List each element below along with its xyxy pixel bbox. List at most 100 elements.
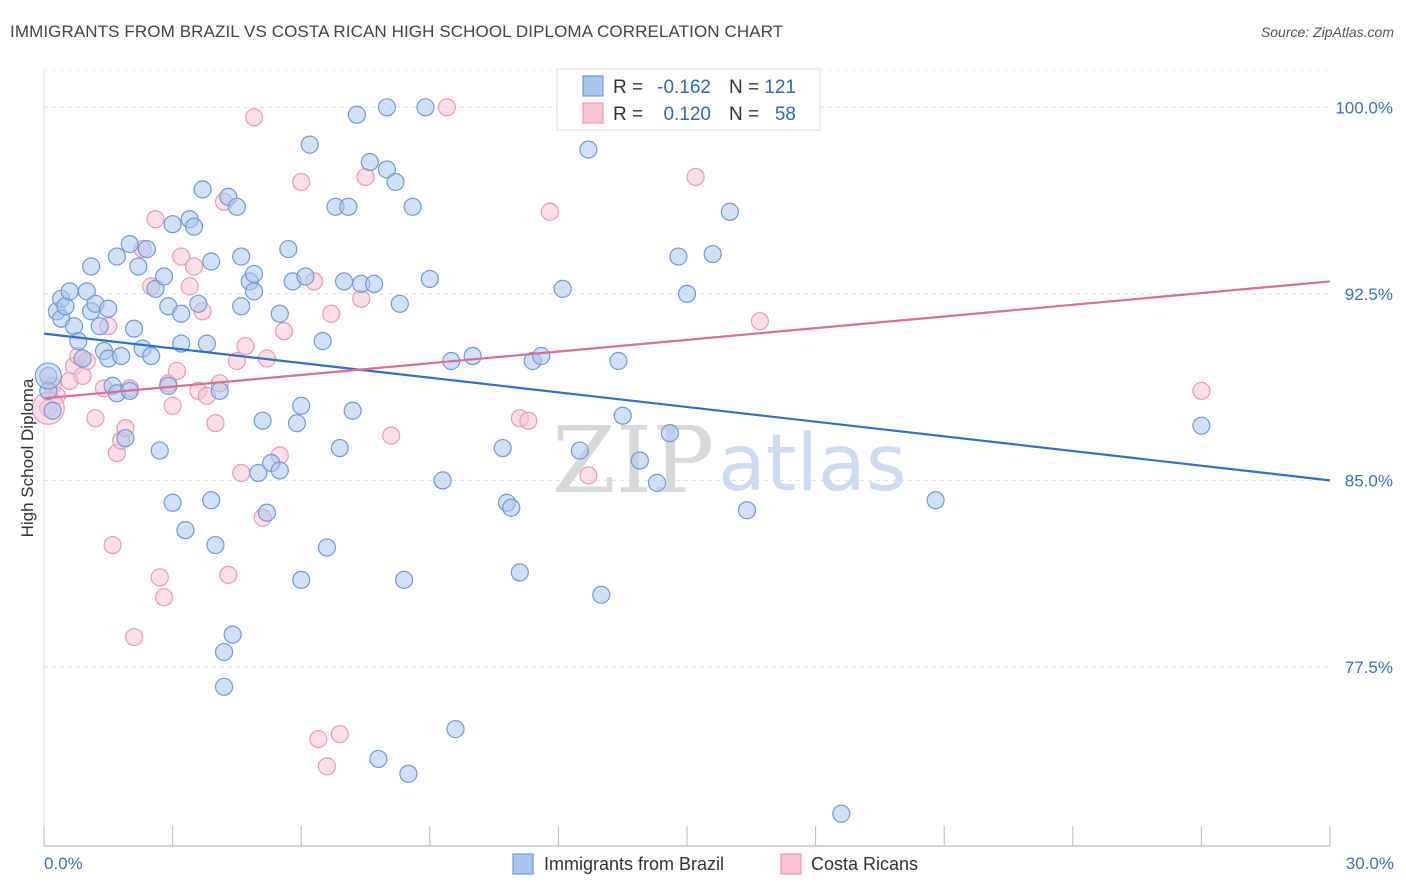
brazil-point [647, 473, 667, 492]
costa-ricans-point [540, 202, 559, 221]
x-tick-label-min: 0.0% [44, 854, 83, 873]
brazil-point [433, 471, 452, 490]
brazil-point [669, 247, 688, 266]
brazil-point [532, 346, 551, 366]
brazil-point [77, 282, 96, 301]
costa-ricans-point [1192, 381, 1211, 400]
costa-ricans-point [146, 210, 165, 229]
brazil-point [129, 257, 148, 276]
brazil-point [69, 332, 88, 351]
costa-ricans-point [309, 729, 328, 749]
x-minor-ticks [43, 826, 1331, 846]
brazil-point [493, 438, 512, 458]
costa-ricans-point [86, 409, 105, 428]
legend-label-costa-ricans[interactable]: Costa Ricans [811, 854, 918, 874]
brazil-point [60, 282, 79, 301]
costa-ricans-point [124, 627, 144, 647]
brazil-point [720, 202, 739, 221]
brazil-point [579, 140, 598, 159]
brazil-point [120, 235, 139, 254]
brazil-point [369, 749, 388, 769]
costa-ricans-point [167, 361, 186, 381]
brazil-point [206, 535, 225, 555]
brazil-point [394, 570, 414, 589]
brazil-point [553, 279, 572, 298]
costa-ricans-point [437, 98, 457, 117]
stats-swatch-blue [582, 75, 604, 97]
costa-ricans-point [184, 257, 204, 276]
costa-ricans-point [244, 108, 264, 127]
brazil-point [1192, 416, 1211, 435]
brazil-point [116, 429, 135, 448]
costa-ricans-point [172, 247, 191, 266]
legend-label-brazil[interactable]: Immigrants from Brazil [544, 854, 724, 874]
brazil-point [613, 406, 632, 425]
y-tick-label-1: 85.0% [1345, 471, 1393, 490]
brazil-point [313, 332, 332, 351]
brazil-point [257, 503, 277, 522]
costa-ricans-point [330, 724, 349, 744]
y-tick-label-2: 92.5% [1345, 285, 1393, 304]
costa-ricans-point [150, 568, 169, 587]
brazil-point [399, 764, 418, 783]
brazil-point [386, 172, 405, 192]
brazil-point [244, 282, 264, 301]
brazil-point [677, 284, 697, 303]
brazil-point [73, 349, 92, 368]
costa-ricans-point [103, 535, 122, 555]
brazil-point [660, 424, 679, 443]
y-tick-label-0: 77.5% [1345, 658, 1393, 677]
brazil-points [34, 98, 1211, 823]
costa-ricans-point [579, 466, 598, 485]
legend: Immigrants from Brazil Costa Ricans [512, 853, 918, 875]
brazil-point [232, 297, 251, 316]
costa-ricans-point [206, 414, 225, 433]
costa-ricans-point [750, 312, 769, 331]
stats-r-label-1: R = [613, 77, 643, 98]
brazil-point [227, 197, 246, 216]
brazil-point [172, 304, 191, 323]
brazil-point [142, 346, 161, 366]
brazil-point [210, 381, 229, 400]
brazil-point [244, 264, 264, 284]
stats-n-value-2: 58 [775, 104, 796, 125]
brazil-point [463, 346, 482, 366]
legend-swatch-costa-ricans[interactable] [780, 853, 802, 875]
costa-ricans-point [317, 757, 337, 776]
brazil-point [390, 294, 409, 313]
brazil-point [154, 267, 174, 286]
brazil-point [317, 538, 337, 557]
costa-ricans-point [519, 411, 538, 430]
brazil-point [107, 247, 126, 266]
costa-ricans-point [219, 565, 238, 584]
brazil-point [360, 152, 379, 172]
brazil-point [150, 441, 169, 460]
legend-swatch-brazil[interactable] [512, 853, 534, 875]
costa-ricans-point [73, 366, 92, 386]
brazil-point [703, 244, 722, 264]
brazil-point [300, 135, 319, 154]
brazil-point [197, 334, 216, 353]
brazil-point [926, 491, 945, 510]
chart-title: IMMIGRANTS FROM BRAZIL VS COSTA RICAN HI… [10, 22, 784, 41]
brazil-point [330, 438, 349, 458]
brazil-point [416, 98, 435, 117]
brazil-point [253, 411, 272, 430]
axes [43, 70, 1331, 847]
costa-ricans-point [382, 426, 401, 445]
brazil-point [420, 269, 439, 289]
brazil-point [510, 563, 529, 582]
brazil-point [570, 441, 589, 460]
brazil-point [214, 642, 234, 662]
brazil-point [137, 239, 156, 259]
brazil-point [630, 451, 649, 470]
costa-ricans-point [180, 277, 199, 296]
brazil-point [193, 180, 212, 199]
stats-r-label-2: R = [613, 104, 643, 125]
brazil-point [403, 197, 422, 216]
brazil-point [214, 677, 234, 696]
stats-box: R = -0.162 N = 121 R = 0.120 N = 58 [556, 68, 821, 131]
brazil-point [377, 98, 397, 117]
brazil-point [176, 521, 195, 540]
